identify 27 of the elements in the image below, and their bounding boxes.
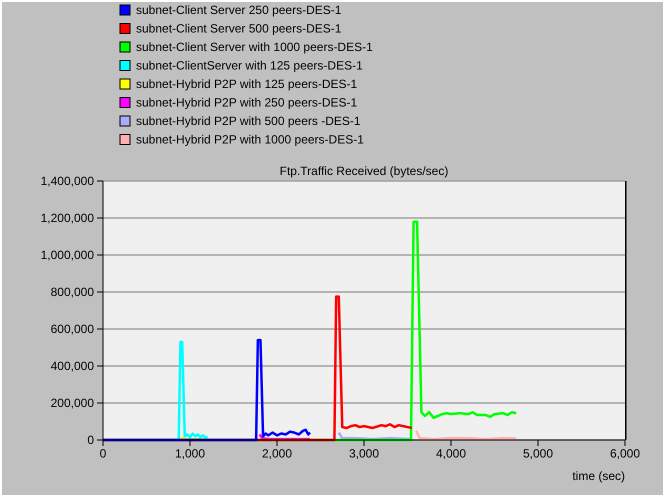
legend-label: subnet-Hybrid P2P with 1000 peers-DES-1: [136, 132, 364, 146]
x-tick-label: 0: [100, 446, 107, 461]
line-series: [102, 338, 312, 442]
x-tick-label: 6,000: [610, 446, 640, 461]
y-tick-label: 0: [87, 432, 94, 447]
line-series: [414, 430, 518, 440]
x-tick-label: 4,000: [436, 446, 466, 461]
y-tick-label: 600,000: [50, 322, 94, 336]
y-tick-label: 1,000,000: [40, 248, 94, 262]
x-tick-label: 3,000: [348, 446, 380, 461]
legend-label: subnet-Hybrid P2P with 125 peers-DES-1: [136, 77, 358, 91]
x-tick-label: 2,000: [262, 446, 292, 461]
legend-label: subnet-Client Server with 1000 peers-DES-1: [136, 40, 374, 54]
chart-title: Ftp.Traffic Received (bytes/sec): [280, 164, 448, 178]
y-tick-label: 200,000: [50, 396, 94, 410]
legend-label: subnet-ClientServer with 125 peers-DES-1: [136, 58, 364, 72]
y-tick-label: 800,000: [50, 284, 94, 299]
x-axis-title: time (sec): [572, 469, 625, 483]
legend-label: subnet-Hybrid P2P with 500 peers -DES-1: [136, 114, 361, 128]
legend-label: subnet-Client Server 500 peers-DES-1: [136, 22, 342, 36]
x-tick-label: 5,000: [522, 446, 554, 461]
y-tick-label: 400,000: [50, 358, 94, 373]
legend-label: subnet-Client Server 250 peers-DES-1: [136, 3, 342, 17]
y-tick-label: 1,200,000: [40, 210, 94, 225]
y-tick-label: 1,400,000: [40, 174, 94, 188]
legend-label: subnet-Hybrid P2P with 250 peers-DES-1: [136, 96, 358, 110]
x-tick-label: 1,000: [174, 446, 206, 461]
